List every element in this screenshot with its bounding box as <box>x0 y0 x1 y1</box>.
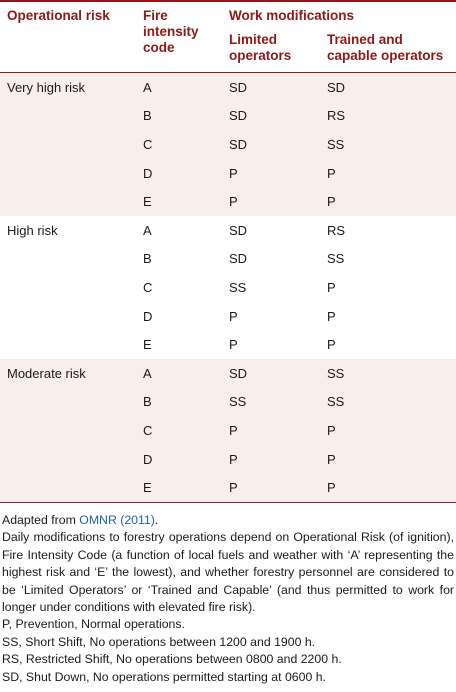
trained-cell: SS <box>320 130 456 159</box>
limited-cell: SD <box>222 358 320 388</box>
trained-cell: SS <box>320 244 456 274</box>
limited-cell: SS <box>222 273 320 302</box>
table-row: C SS P <box>0 273 456 302</box>
risk-cell: Moderate risk <box>0 358 136 388</box>
code-cell: B <box>136 244 222 274</box>
source-note: Adapted from OMNR (2011). <box>2 512 454 529</box>
source-prefix: Adapted from <box>2 512 80 527</box>
risk-cell: High risk <box>0 215 136 245</box>
limited-cell: P <box>222 473 320 503</box>
table-row: High risk A SD RS <box>0 215 456 245</box>
risk-cell <box>0 273 136 302</box>
limited-cell: P <box>222 301 320 331</box>
limited-cell: P <box>222 444 320 474</box>
risk-cell <box>0 330 136 359</box>
limited-cell: SS <box>222 387 320 417</box>
abbrev-sd: SD, Shut Down, No operations permitted s… <box>2 669 326 684</box>
risk-cell <box>0 130 136 159</box>
source-suffix: . <box>154 512 159 527</box>
limited-cell: SD <box>222 72 320 102</box>
table-row: B SS SS <box>0 387 456 417</box>
limited-cell: P <box>222 158 320 188</box>
trained-cell: P <box>320 444 456 474</box>
risk-cell <box>0 387 136 417</box>
code-cell: B <box>136 387 222 417</box>
limited-cell: P <box>222 416 320 445</box>
code-cell: A <box>136 358 222 388</box>
risk-cell <box>0 158 136 188</box>
trained-cell: SS <box>320 358 456 388</box>
header-operational-risk: Operational risk <box>0 1 136 73</box>
trained-cell: P <box>320 416 456 445</box>
code-cell: C <box>136 130 222 159</box>
code-cell: C <box>136 416 222 445</box>
limited-cell: SD <box>222 215 320 245</box>
trained-cell: SS <box>320 387 456 417</box>
limited-cell: P <box>222 330 320 359</box>
table-row: C SD SS <box>0 130 456 159</box>
abbrev-p: P, Prevention, Normal operations. <box>2 617 185 632</box>
limited-cell: SD <box>222 101 320 131</box>
code-cell: A <box>136 215 222 245</box>
table-row: B SD RS <box>0 101 456 131</box>
trained-cell: P <box>320 330 456 359</box>
header-work-modifications: Work modifications <box>229 8 355 23</box>
trained-cell: P <box>320 158 456 188</box>
code-cell: B <box>136 101 222 131</box>
code-cell: D <box>136 301 222 331</box>
table-row: Moderate risk A SD SS <box>0 358 456 388</box>
trained-cell: P <box>320 301 456 331</box>
table-row: B SD SS <box>0 244 456 274</box>
code-cell: A <box>136 72 222 102</box>
risk-cell: Very high risk <box>0 72 136 102</box>
trained-cell: P <box>320 473 456 503</box>
trained-cell: P <box>320 187 456 216</box>
source-link[interactable]: OMNR (2011) <box>79 512 155 527</box>
code-cell: C <box>136 273 222 302</box>
risk-cell <box>0 187 136 216</box>
limited-cell: SD <box>222 130 320 159</box>
abbrev-rs: RS, Restricted Shift, No operations betw… <box>2 652 342 667</box>
header-trained-operators: Trained and capable operators <box>320 28 456 73</box>
trained-cell: P <box>320 273 456 302</box>
code-cell: D <box>136 158 222 188</box>
limited-cell: SD <box>222 244 320 274</box>
table-notes: Adapted from OMNR (2011). Daily modifica… <box>0 503 456 686</box>
abbrev-ss: SS, Short Shift, No operations between 1… <box>2 634 316 649</box>
code-cell: E <box>136 473 222 503</box>
trained-cell: RS <box>320 101 456 131</box>
fire-risk-table: Operational risk Fire intensity code Wor… <box>0 1 456 503</box>
limited-cell: P <box>222 187 320 216</box>
risk-cell <box>0 473 136 503</box>
risk-cell <box>0 244 136 274</box>
code-cell: D <box>136 444 222 474</box>
table-body: Very high risk A SD SD B SD RS C SD SS D P P E P P High … <box>0 72 456 503</box>
trained-cell: SD <box>320 72 456 102</box>
description-note: Daily modifications to forestry operatio… <box>2 530 454 614</box>
risk-cell <box>0 101 136 131</box>
risk-cell <box>0 416 136 445</box>
header-fire-intensity-code: Fire intensity code <box>136 1 222 73</box>
code-cell: E <box>136 187 222 216</box>
code-cell: E <box>136 330 222 359</box>
header-limited-operators: Limited operators <box>222 28 320 73</box>
trained-cell: RS <box>320 215 456 245</box>
table-row: Very high risk A SD SD <box>0 72 456 102</box>
risk-cell <box>0 301 136 331</box>
risk-cell <box>0 444 136 474</box>
